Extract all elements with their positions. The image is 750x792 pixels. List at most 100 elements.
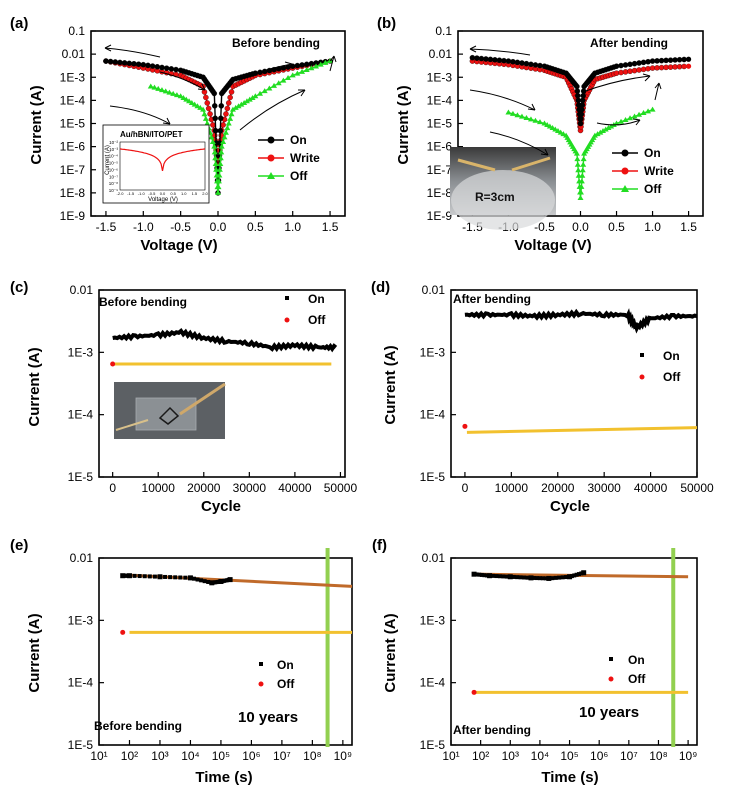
series-on-point (636, 60, 642, 66)
series-write-point (613, 70, 620, 76)
legend-label: Off (628, 672, 646, 686)
series-off-point (216, 172, 223, 178)
series-off-point (218, 143, 225, 149)
legend: On Off (608, 653, 646, 686)
y-tick-label: 1E-5 (68, 470, 94, 484)
series-off-point (243, 98, 250, 104)
plot-axes: 0.01 1E-3 1E-4 1E-5 0 10000 20000 30000 40000 500… (420, 283, 714, 495)
series-write-point (622, 69, 629, 75)
series-off-point (509, 110, 516, 116)
series-write-point (228, 89, 235, 95)
y-axis-label: Current (A) (382, 613, 399, 692)
series-on-point (152, 574, 157, 579)
series-on-point (685, 56, 692, 62)
y-tick-label: 1E-3 (60, 70, 86, 84)
arrow-icon (582, 75, 651, 93)
series-off-point (471, 689, 477, 695)
series-off-point (257, 90, 264, 96)
series-on-point (510, 58, 516, 65)
series-off-point (579, 172, 586, 178)
series-off-point (597, 129, 604, 135)
series-write-point (224, 105, 231, 112)
plot-axes: 0.01 1E-3 1E-4 1E-5 0 10000 20000 30000 40000 500… (68, 283, 358, 495)
x-tick-label: 10⁸ (649, 749, 667, 763)
legend: On Off (258, 658, 295, 691)
arrow-icon (159, 71, 206, 91)
series-on-point (522, 575, 527, 580)
series-on-point (540, 576, 545, 581)
inset-y-tick-label: 10⁻⁸ (109, 181, 118, 186)
y-tick-label: 1E-4 (68, 408, 94, 422)
series-off-point (600, 128, 607, 134)
y-axis-label: Current (A) (395, 85, 412, 164)
arrow-icon (654, 82, 660, 101)
series-off-point (275, 80, 282, 86)
legend-on: On (609, 653, 645, 667)
x-tick-label: 1.5 (680, 220, 697, 234)
series-on-point (126, 573, 132, 579)
series-off-point (299, 68, 306, 74)
x-tick-label: 40000 (278, 481, 312, 495)
series-on-point (137, 574, 142, 579)
legend-on: On (258, 133, 307, 147)
x-tick-label: 1.0 (644, 220, 661, 234)
series-on-point (299, 62, 305, 68)
inset-y-tick-label: 10⁻⁹ (109, 188, 118, 193)
legend: On Off (284, 292, 326, 327)
series-on-point (163, 574, 168, 579)
x-tick-label: 30000 (233, 481, 267, 495)
series-off-point (294, 70, 301, 76)
series-off-point (225, 120, 232, 126)
x-axis-label: Time (s) (541, 769, 598, 786)
y-tick-label: 1E-5 (60, 117, 86, 131)
legend-label: On (308, 292, 325, 306)
series-off-point (602, 126, 609, 132)
series-off-point (227, 115, 234, 121)
x-axis-label: Cycle (550, 498, 590, 515)
legend-label: On (644, 146, 661, 160)
series-off-point (591, 132, 598, 138)
y-tick-label: 0.1 (435, 24, 452, 38)
device-photo (114, 382, 226, 439)
series-off-point (194, 103, 201, 109)
plot-marks (462, 308, 698, 434)
legend: On Off (639, 349, 681, 384)
legend-label: Off (308, 313, 326, 327)
series-on-point (206, 579, 211, 584)
series-off-point (580, 161, 587, 167)
series-write-point (227, 94, 233, 101)
series-on-point (183, 575, 188, 580)
series-on-point (484, 573, 489, 578)
series-off-point (110, 361, 116, 367)
series-on-point (168, 575, 173, 580)
arrow-icon (329, 55, 335, 72)
y-axis-label: Current (A) (382, 345, 399, 424)
x-tick-label: 0.0 (572, 220, 589, 234)
series-off-point (177, 93, 184, 99)
series-off-point (622, 117, 629, 123)
series-off-point (201, 111, 208, 117)
panel-label: (c) (10, 279, 28, 296)
series-off-point (224, 125, 231, 131)
series-off-point (217, 155, 224, 161)
y-tick-label: 0.1 (68, 24, 85, 38)
series-on-point (112, 59, 119, 65)
series-off-point (222, 129, 229, 135)
arrow-icon (239, 89, 306, 131)
y-tick-label: 1E-4 (420, 676, 446, 690)
x-tick-label: 20000 (187, 481, 221, 495)
series-on-point (528, 61, 534, 68)
series-off-point (518, 113, 525, 119)
legend: On Write Off (258, 133, 320, 183)
series-on-point (107, 58, 114, 65)
legend-label: On (663, 349, 680, 363)
series-off-point (183, 96, 190, 102)
series-on-point (525, 575, 530, 580)
series-on-point (178, 575, 183, 580)
panel-label: (e) (10, 537, 28, 554)
series-on-point (575, 92, 581, 99)
sample-substrate (135, 397, 197, 431)
series-on-point (531, 575, 536, 580)
series-on-point (515, 575, 520, 580)
series-write-point (210, 122, 216, 128)
